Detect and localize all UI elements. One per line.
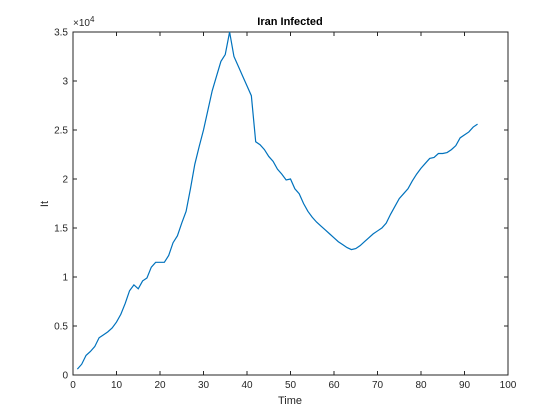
x-tick-labels: 0 10 20 30 40 50 60 70 80 90 100 (70, 380, 517, 391)
y-axis-title: It (39, 201, 51, 207)
x-tick-label: 50 (285, 380, 297, 391)
x-tick-label: 90 (459, 380, 471, 391)
y-exponent-base: ×10 (73, 18, 90, 29)
y-tick-label: 1.5 (54, 224, 68, 235)
y-exponent-label: ×104 (73, 15, 95, 29)
y-tick-label: 3.5 (54, 28, 68, 39)
x-tick-label: 20 (154, 380, 166, 391)
x-axis-title: Time (278, 395, 302, 407)
x-tick-label: 60 (328, 380, 340, 391)
y-tick-label: 0 (62, 371, 68, 382)
y-tick-label: 1 (62, 273, 68, 284)
axis-ticks (72, 31, 509, 376)
x-tick-label: 40 (241, 380, 253, 391)
series-line (76, 31, 478, 370)
x-tick-label: 70 (372, 380, 384, 391)
chart-title: Iran Infected (257, 16, 322, 28)
x-tick-label: 80 (415, 380, 427, 391)
y-tick-label: 3 (62, 77, 68, 88)
plot-area (72, 31, 509, 376)
x-tick-label: 10 (111, 380, 123, 391)
y-tick-label: 2 (62, 175, 68, 186)
y-tick-label: 0.5 (54, 322, 68, 333)
x-tick-label: 30 (198, 380, 210, 391)
y-exponent-power: 4 (90, 15, 95, 24)
y-tick-label: 2.5 (54, 126, 68, 137)
x-tick-label: 0 (70, 380, 76, 391)
x-tick-label: 100 (500, 380, 517, 391)
y-tick-labels: 0 0.5 1 1.5 2 2.5 3 3.5 (54, 28, 68, 382)
svg-text:×104: ×104 (73, 15, 95, 29)
